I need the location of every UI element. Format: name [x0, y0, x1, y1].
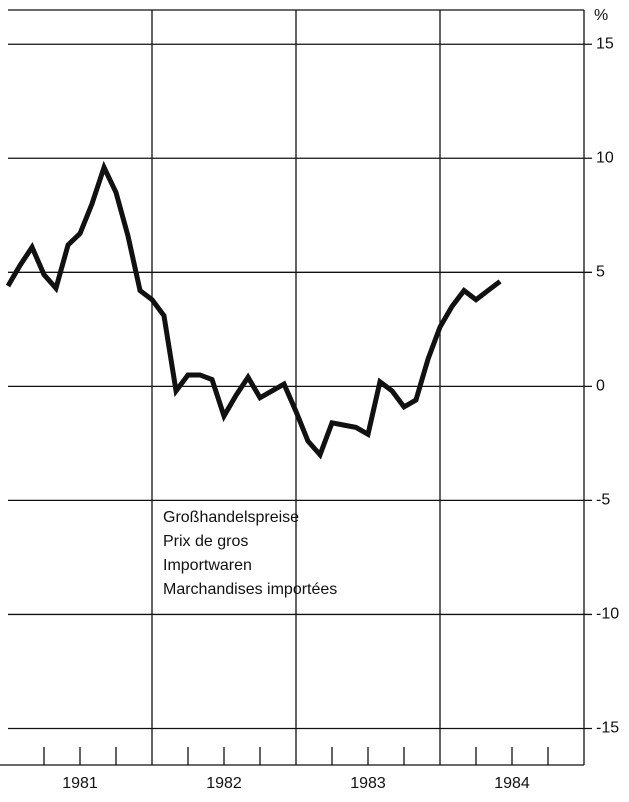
y-tick-label: 5 — [596, 264, 605, 281]
annotation: Prix de gros — [163, 533, 248, 550]
x-tick-label: 1983 — [350, 775, 386, 792]
y-tick-label: -5 — [596, 492, 610, 509]
x-tick-label: 1981 — [62, 775, 98, 792]
annotation: Importwaren — [163, 557, 252, 574]
y-tick-label: 0 — [596, 378, 605, 395]
y-tick-label: 10 — [596, 149, 614, 166]
y-tick-label: -15 — [596, 720, 619, 737]
data-line — [5, 160, 502, 460]
x-tick-label: 1982 — [206, 775, 242, 792]
x-tick-label: 1984 — [494, 775, 530, 792]
annotation: Marchandises importées — [163, 581, 337, 598]
unit-label: % — [594, 7, 608, 24]
y-tick-label: 15 — [596, 35, 614, 52]
annotation: Großhandelspreise — [163, 509, 299, 526]
y-tick-label: -10 — [596, 606, 619, 623]
